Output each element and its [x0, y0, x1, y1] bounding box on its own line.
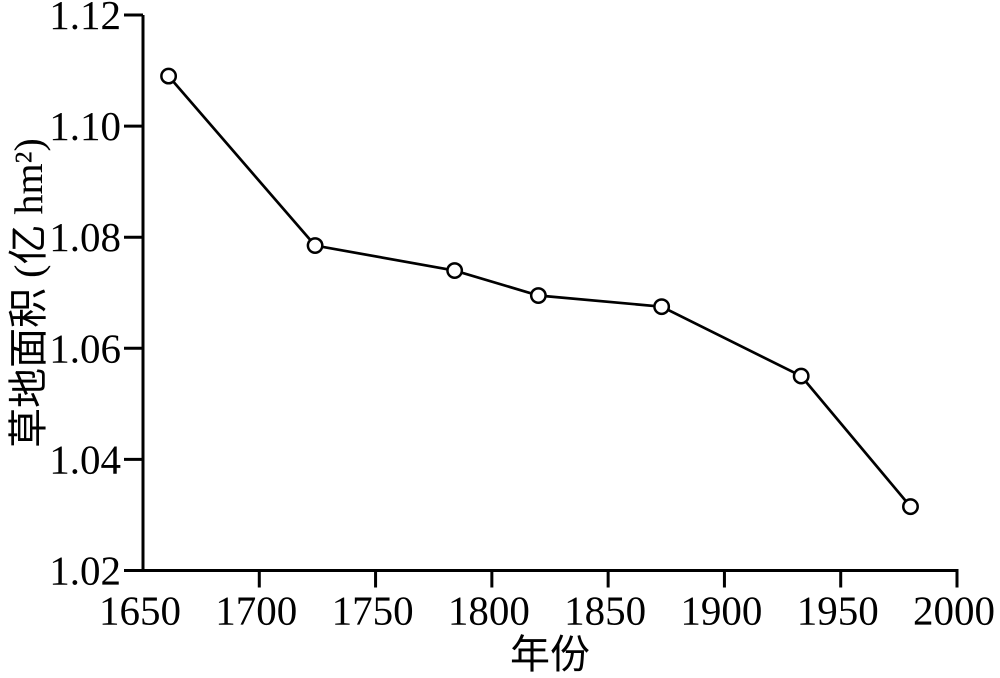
- y-tick-labels: 1.02 1.04 1.06 1.08 1.10 1.12: [49, 0, 121, 594]
- y-tick-label: 1.10: [49, 103, 121, 149]
- y-tick-label: 1.06: [49, 325, 121, 371]
- x-tick-label: 1800: [448, 588, 530, 634]
- data-series: [160, 67, 919, 516]
- y-tick-label: 1.04: [49, 436, 121, 482]
- x-tick-labels: 1650 1700 1750 1800 1850 1900 1950 2000: [99, 588, 995, 634]
- y-axis-title: 草地面积 (亿 hm²): [6, 138, 51, 448]
- x-axis-title: 年份: [510, 632, 590, 677]
- y-tick-label: 1.08: [49, 214, 121, 260]
- x-tick-label: 1900: [680, 588, 762, 634]
- x-tick-label: 1750: [332, 588, 414, 634]
- y-tick-label: 1.12: [49, 0, 121, 38]
- data-point-marker: [160, 67, 178, 85]
- data-point-marker: [529, 287, 547, 304]
- data-point-marker: [653, 298, 671, 316]
- data-point-marker: [792, 367, 810, 385]
- data-point-marker: [902, 498, 919, 516]
- tick-marks: [124, 13, 959, 588]
- x-tick-label: 1950: [797, 588, 879, 634]
- data-point-marker: [306, 237, 324, 254]
- data-point-marker: [446, 262, 464, 279]
- x-tick-label: 2000: [913, 588, 995, 634]
- x-tick-label: 1700: [215, 588, 297, 634]
- x-tick-label: 1650: [99, 588, 181, 634]
- x-tick-label: 1850: [564, 588, 646, 634]
- y-tick-label: 1.02: [49, 548, 121, 594]
- axes: [141, 15, 959, 572]
